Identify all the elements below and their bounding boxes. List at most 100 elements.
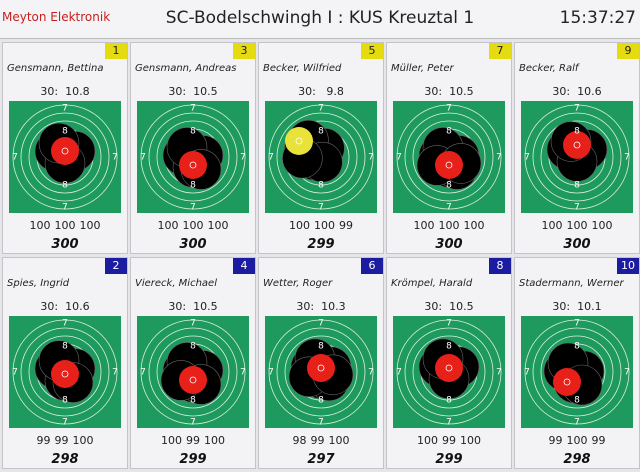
shot-center (445, 161, 453, 169)
ring-label: 8 (62, 127, 68, 137)
ring-label: 8 (190, 342, 196, 352)
shooter-name: Gensmann, Andreas (135, 63, 237, 74)
total-score: 299 (435, 452, 463, 467)
series-score: 100 (54, 219, 76, 232)
ring-label: 7 (112, 368, 118, 378)
total-score: 298 (51, 452, 79, 467)
total-score: 299 (179, 452, 207, 467)
ring-label: 8 (62, 181, 68, 191)
ring-label: 7 (190, 319, 196, 329)
lane-badge: 9 (617, 43, 639, 59)
ring-label: 7 (240, 153, 246, 163)
ring-label: 7 (62, 104, 68, 114)
series-score: 100 (463, 219, 485, 232)
ring-label: 7 (240, 368, 246, 378)
match-title: SC-Bodelschwingh I : KUS Kreuztal 1 (165, 8, 475, 28)
ring (156, 335, 230, 409)
shooter-name: Stadermann, Werner (519, 278, 624, 289)
target: 7 7 7 7 8 8 (521, 316, 633, 428)
shot-center (573, 141, 581, 149)
shot-info: 30: 10.1 (552, 300, 602, 313)
shooter-name: Viereck, Michael (135, 278, 217, 289)
total-score: 300 (563, 237, 591, 252)
ring (396, 104, 502, 210)
lane-badge: 6 (361, 258, 383, 274)
last-shot (51, 137, 79, 165)
ring-label: 7 (368, 153, 374, 163)
last-shot (307, 354, 335, 382)
series-score: 100 (460, 434, 481, 447)
ring (20, 112, 110, 202)
ring-label: 8 (318, 342, 324, 352)
total-score: 297 (307, 452, 335, 467)
ring-label: 8 (574, 127, 580, 137)
ring-label: 8 (190, 396, 196, 406)
ring-label: 7 (62, 319, 68, 329)
shooter-name: Spies, Ingrid (7, 278, 70, 289)
ring (140, 319, 246, 425)
ring (284, 335, 358, 409)
ring (404, 327, 494, 417)
target: 7 7 7 7 8 8 (137, 316, 249, 428)
ring-label: 8 (318, 181, 324, 191)
series-score: 100 (204, 434, 225, 447)
ring-label: 8 (446, 396, 452, 406)
ring-label: 8 (318, 396, 324, 406)
ring (540, 335, 614, 409)
ring-label: 7 (496, 153, 502, 163)
last-shot (51, 360, 79, 388)
shooter-panel: 2 Spies, Ingrid 30: 10.6 7 7 7 7 8 8 99 99 100 298 (2, 257, 128, 469)
target: 7 7 7 7 8 8 (265, 316, 377, 428)
ring-label: 8 (446, 181, 452, 191)
ring-label: 7 (12, 153, 18, 163)
series: 100 99 100 (387, 434, 511, 447)
ring-label: 7 (12, 368, 18, 378)
series: 99 100 99 (515, 434, 639, 447)
shot-center (61, 147, 69, 155)
total-score: 299 (307, 237, 335, 252)
ring-label: 8 (446, 127, 452, 137)
target: 7 7 7 7 8 8 (137, 101, 249, 213)
last-shot (179, 366, 207, 394)
target: 7 7 7 7 8 8 (393, 316, 505, 428)
ring (524, 104, 630, 210)
ring-label: 7 (318, 418, 324, 428)
brand: Meyton Elektronik (2, 10, 111, 24)
shooter-panel: 8 Krömpel, Harald 30: 10.5 7 7 7 7 8 8 100 99 100 29… (386, 257, 512, 469)
ring (28, 335, 102, 409)
series-score: 99 (591, 434, 606, 447)
series: 100 100 99 (259, 219, 383, 232)
series-score: 99 (548, 434, 563, 447)
lane-badge: 1 (105, 43, 127, 59)
shot-info: 30: 10.6 (40, 300, 90, 313)
series-score: 100 (79, 219, 101, 232)
series-score: 99 (339, 219, 353, 232)
ring (532, 327, 622, 417)
series-score: 100 (29, 219, 51, 232)
shot-info: 30: 10.5 (168, 85, 218, 98)
lane-badge: 4 (233, 258, 255, 274)
shooter-name: Becker, Ralf (519, 63, 579, 74)
series-score: 100 (541, 219, 563, 232)
shot-info: 30: 10.5 (168, 300, 218, 313)
total-score: 300 (435, 237, 463, 252)
ring-label: 7 (574, 319, 580, 329)
ring-label: 7 (190, 104, 196, 114)
series-score: 99 (186, 434, 200, 447)
ring-label: 8 (62, 342, 68, 352)
series-score: 100 (417, 434, 438, 447)
shot-center (61, 370, 69, 378)
ring (268, 104, 374, 210)
shot-center (189, 376, 197, 384)
ring-label: 7 (268, 368, 274, 378)
ring-label: 7 (624, 368, 630, 378)
series: 100 100 100 (515, 219, 639, 232)
series-score: 100 (591, 219, 613, 232)
last-shot (435, 151, 463, 179)
shooter-panel: 10 Stadermann, Werner 30: 10.1 7 7 7 7 8 8 99 100 9… (514, 257, 640, 469)
ring-label: 7 (112, 153, 118, 163)
ring-label: 7 (190, 418, 196, 428)
series: 100 100 100 (131, 219, 255, 232)
total-score: 300 (179, 237, 207, 252)
ring (12, 319, 118, 425)
